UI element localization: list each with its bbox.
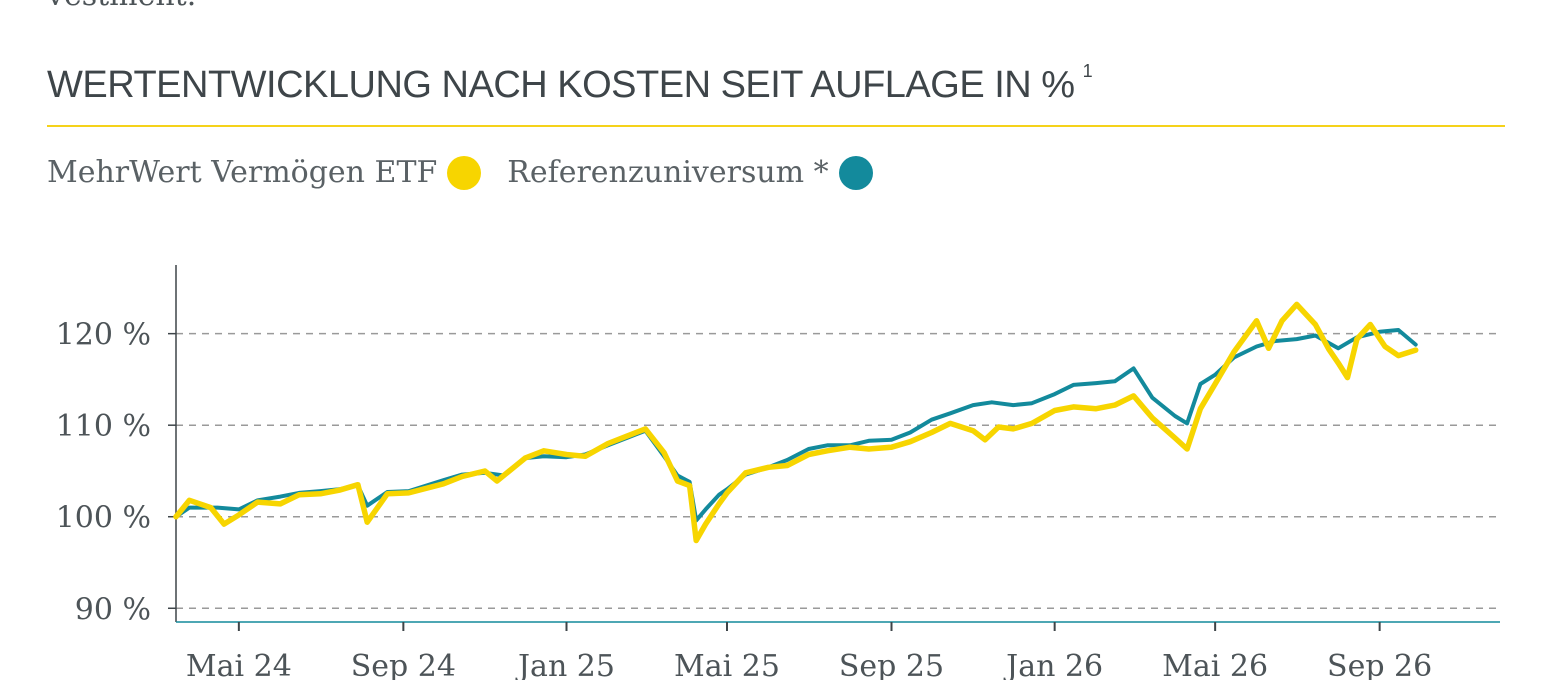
y-tick-label-0: 90 %	[75, 592, 151, 627]
legend-label-etf: MehrWert Vermögen ETF	[47, 155, 438, 190]
x-tick-label-6: Mai 26	[1162, 649, 1268, 680]
y-tick-label-2: 110 %	[56, 409, 151, 444]
legend-swatch-etf	[447, 155, 482, 190]
y-tick-label-3: 120 %	[56, 318, 151, 353]
x-tick-label-5: Jan 26	[1003, 649, 1103, 680]
x-tick-label-2: Jan 25	[515, 649, 615, 680]
x-tick-label-4: Sep 25	[839, 649, 944, 680]
x-tick-label-0: Mai 24	[186, 649, 292, 680]
chart-legend: MehrWert Vermögen ETF Referenzuniversum …	[47, 155, 899, 190]
text-fragment-top: vestment.	[47, 0, 196, 13]
legend-swatch-reference	[838, 155, 873, 190]
y-tick-label-1: 100 %	[56, 501, 151, 536]
series-line-mehrwert-verm-gen-etf	[173, 301, 1419, 544]
heading-text: WERTENTWICKLUNG NACH KOSTEN SEIT AUFLAGE…	[47, 64, 1075, 106]
legend-item-etf: MehrWert Vermögen ETF	[47, 155, 482, 190]
x-tick-label-3: Mai 25	[674, 649, 780, 680]
heading-underline	[47, 125, 1505, 127]
x-tick-label-1: Sep 24	[351, 649, 456, 680]
legend-item-reference: Referenzuniversum *	[507, 155, 873, 190]
x-tick-label-7: Sep 26	[1327, 649, 1432, 680]
legend-label-reference: Referenzuniversum *	[507, 155, 829, 190]
section-heading: WERTENTWICKLUNG NACH KOSTEN SEIT AUFLAGE…	[47, 61, 1093, 107]
heading-footnote-marker: 1	[1082, 61, 1093, 82]
